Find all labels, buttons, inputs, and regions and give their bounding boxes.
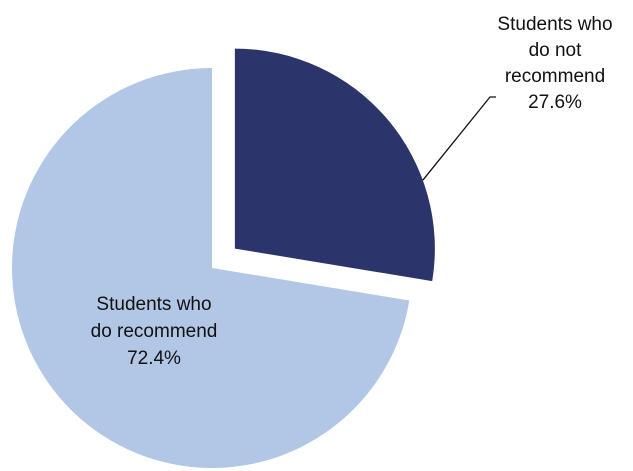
slice-value-label: 72.4%	[127, 348, 181, 369]
leader-line-slice-1	[422, 96, 496, 181]
slice-label-line: Students who	[497, 14, 612, 35]
slice-label-line: do not	[529, 40, 583, 61]
slice-label-line: recommend	[505, 66, 605, 87]
pie-slice-1	[234, 48, 435, 282]
slices-layer	[12, 48, 435, 469]
slice-label-2: Students who do recommend 72.4%	[91, 294, 218, 369]
slice-label-line: do recommend	[91, 321, 218, 342]
labels-layer: Students who do not recommend 27.6%Students…	[91, 14, 613, 369]
slice-label-line: Students who	[96, 294, 211, 315]
pie-slice-2	[12, 68, 410, 469]
leader-lines-layer	[422, 96, 496, 181]
slice-label-1: Students who do not recommend 27.6%	[497, 14, 612, 113]
slice-value-label: 27.6%	[528, 92, 582, 113]
